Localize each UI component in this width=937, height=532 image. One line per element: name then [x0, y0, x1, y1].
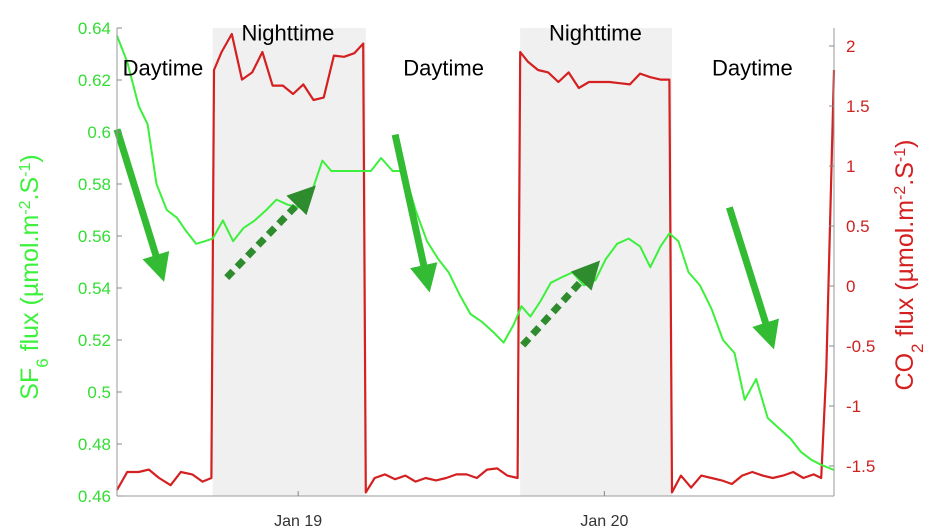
left-tick-label: 0.58: [78, 175, 111, 194]
period-label: Daytime: [123, 56, 204, 81]
right-tick-label: 1.5: [846, 97, 870, 116]
co2-series: [116, 32, 836, 494]
right-axis-title: CO2 flux (µmol.m-2.S-1): [891, 140, 927, 391]
right-tick-label: 0: [846, 277, 855, 296]
period-labels: Daytime Nighttime Daytime Nighttime Daytime: [123, 21, 793, 81]
right-tick-label: 2: [846, 37, 855, 56]
right-tick-label: 1: [846, 157, 855, 176]
left-tick-label: 0.52: [78, 331, 111, 350]
left-tick-label: 0.6: [87, 123, 111, 142]
night-band-2: [520, 28, 672, 496]
dashed-arrow-4: [520, 260, 601, 348]
solid-arrow-1: [113, 128, 170, 282]
period-label: Nighttime: [241, 21, 334, 46]
period-label: Daytime: [712, 56, 793, 81]
period-label: Daytime: [403, 56, 484, 81]
right-tick-label: -1.5: [846, 457, 875, 476]
x-tick-label: Jan 20: [580, 513, 628, 530]
right-axis: -1.5 -1 -0.5 0 0.5 1 1.5 2: [829, 37, 875, 476]
dashed-arrow-2: [224, 185, 316, 281]
left-tick-label: 0.5: [87, 383, 111, 402]
left-axis-title: SF6 flux (µmol.m-2.S-1): [16, 154, 52, 399]
left-axis: 0.46 0.48 0.5 0.52 0.54 0.56 0.58 0.6 0.62 0.64: [78, 19, 122, 506]
night-bands: [212, 28, 672, 496]
left-tick-label: 0.46: [78, 487, 111, 506]
left-tick-label: 0.64: [78, 19, 111, 38]
sf6-series: [116, 35, 835, 471]
right-tick-label: -0.5: [846, 337, 875, 356]
solid-arrow-3: [391, 133, 438, 293]
period-label: Nighttime: [549, 21, 642, 46]
right-tick-label: -1: [846, 397, 861, 416]
left-tick-label: 0.56: [78, 227, 111, 246]
left-tick-label: 0.48: [78, 435, 111, 454]
x-axis: Jan 19 Jan 20: [274, 491, 628, 530]
night-band-1: [212, 28, 366, 496]
left-tick-label: 0.54: [78, 279, 111, 298]
left-tick-label: 0.62: [78, 71, 111, 90]
co2-line: [116, 32, 836, 494]
trend-arrows: [113, 128, 779, 350]
solid-arrow-5: [726, 206, 779, 350]
sf6-line: [116, 35, 835, 471]
x-tick-label: Jan 19: [274, 513, 322, 530]
right-tick-label: 0.5: [846, 217, 870, 236]
